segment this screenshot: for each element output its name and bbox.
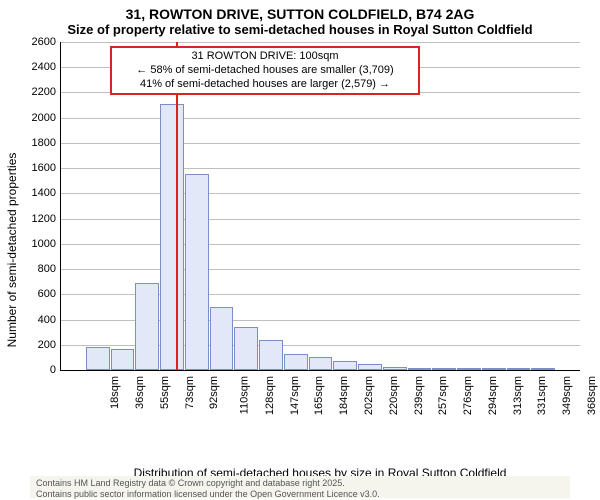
gridline	[60, 118, 580, 119]
y-tick: 1600	[22, 162, 56, 174]
callout-line-1: 31 ROWTON DRIVE: 100sqm	[118, 50, 412, 64]
histogram-bar	[333, 361, 357, 370]
gridline	[60, 269, 580, 270]
y-tick: 1400	[22, 187, 56, 199]
x-tick: 147sqm	[289, 376, 301, 415]
histogram-bar	[309, 357, 333, 370]
y-tick: 2200	[22, 86, 56, 98]
y-tick: 2000	[22, 112, 56, 124]
x-tick: 165sqm	[314, 376, 326, 415]
x-tick: 73sqm	[184, 376, 196, 409]
x-tick: 294sqm	[487, 376, 499, 415]
y-tick: 1000	[22, 238, 56, 250]
credit-box: Contains HM Land Registry data © Crown c…	[30, 476, 570, 498]
histogram-bar	[259, 340, 283, 370]
x-tick: 55sqm	[159, 376, 171, 409]
y-tick: 2400	[22, 61, 56, 73]
histogram-bar	[284, 354, 308, 370]
gridline	[60, 193, 580, 194]
credit-line-2: Contains public sector information licen…	[36, 489, 564, 500]
x-tick: 220sqm	[388, 376, 400, 415]
histogram-bar	[210, 307, 234, 370]
y-axis-label: Number of semi-detached properties	[5, 58, 19, 442]
histogram-bar	[234, 327, 258, 370]
histogram-bar	[111, 349, 135, 370]
y-tick: 2600	[22, 36, 56, 48]
x-tick: 313sqm	[512, 376, 524, 415]
gridline	[60, 244, 580, 245]
chart-container: 31, ROWTON DRIVE, SUTTON COLDFIELD, B74 …	[0, 0, 600, 500]
histogram-bar	[135, 283, 159, 370]
x-tick: 128sqm	[264, 376, 276, 415]
x-tick: 202sqm	[363, 376, 375, 415]
y-axis-line	[60, 42, 61, 370]
chart-title-main: 31, ROWTON DRIVE, SUTTON COLDFIELD, B74 …	[0, 0, 600, 22]
gridline	[60, 143, 580, 144]
x-tick: 92sqm	[208, 376, 220, 409]
callout-line-2: ← 58% of semi-detached houses are smalle…	[118, 64, 412, 78]
y-tick: 600	[22, 288, 56, 300]
x-tick: 184sqm	[338, 376, 350, 415]
y-tick: 0	[22, 364, 56, 376]
callout-box: 31 ROWTON DRIVE: 100sqm← 58% of semi-det…	[110, 46, 420, 95]
callout-line-3: 41% of semi-detached houses are larger (…	[118, 78, 412, 92]
x-tick: 18sqm	[109, 376, 121, 409]
y-tick: 800	[22, 263, 56, 275]
histogram-bar	[86, 347, 110, 370]
x-tick: 276sqm	[462, 376, 474, 415]
y-tick: 1200	[22, 213, 56, 225]
y-tick: 200	[22, 339, 56, 351]
x-tick: 368sqm	[586, 376, 598, 415]
y-tick: 1800	[22, 137, 56, 149]
credit-line-1: Contains HM Land Registry data © Crown c…	[36, 478, 564, 489]
x-tick: 331sqm	[536, 376, 548, 415]
x-tick: 239sqm	[413, 376, 425, 415]
x-tick: 349sqm	[561, 376, 573, 415]
x-tick: 36sqm	[134, 376, 146, 409]
histogram-bar	[185, 174, 209, 370]
x-tick: 110sqm	[239, 376, 251, 414]
x-tick: 257sqm	[437, 376, 449, 415]
gridline	[60, 219, 580, 220]
y-tick: 400	[22, 314, 56, 326]
gridline	[60, 168, 580, 169]
histogram-bar	[160, 104, 184, 370]
gridline	[60, 42, 580, 43]
plot-area: 0200400600800100012001400160018002000220…	[60, 42, 580, 426]
x-axis-line	[60, 370, 580, 371]
chart-title-sub: Size of property relative to semi-detach…	[0, 22, 600, 41]
